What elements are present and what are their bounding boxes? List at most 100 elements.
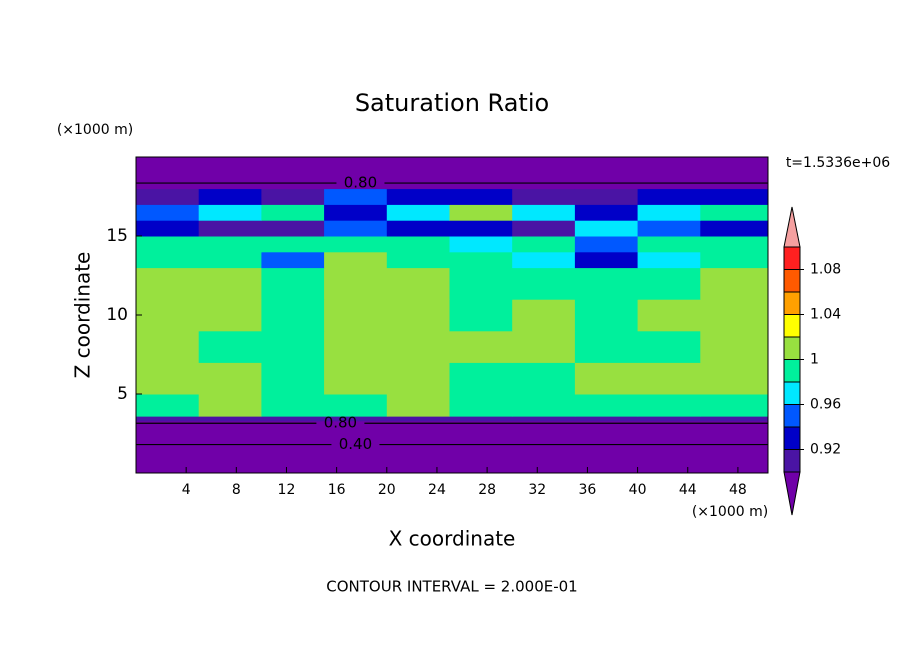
field-cell: [574, 416, 639, 422]
contour-label: 0.80: [344, 174, 377, 192]
field-cell: [386, 188, 450, 205]
field-cell: [700, 204, 769, 221]
colorbar-box: [783, 359, 801, 383]
field-cell: [700, 267, 769, 300]
field-cell: [261, 236, 325, 253]
field-cell: [637, 204, 701, 221]
colorbar-box: [783, 404, 801, 428]
field-cell: [512, 267, 576, 300]
colorbar-box: [783, 426, 801, 450]
field-cell: [700, 362, 769, 395]
field-cell: [136, 188, 200, 205]
field-cell: [574, 220, 639, 237]
field-cell: [324, 267, 388, 300]
field-cell: [574, 267, 639, 300]
field-cell: [198, 157, 262, 190]
colorbar-tick-label: 1.08: [810, 262, 841, 278]
field-cell: [574, 420, 639, 474]
field-cell: [449, 251, 513, 269]
field-cell: [449, 416, 513, 422]
field-cell: [574, 251, 639, 269]
field-cell: [449, 362, 513, 395]
field-cell: [136, 157, 200, 190]
field-cell: [324, 188, 388, 205]
field-cell: [700, 236, 769, 253]
field-cell: [574, 204, 639, 221]
field-cell: [386, 362, 450, 395]
field-cell: [198, 299, 262, 332]
field-cell: [198, 220, 262, 237]
field-cell: [574, 330, 639, 363]
field-cell: [700, 299, 769, 332]
x-tick-label: 24: [428, 482, 446, 498]
field-cell: [324, 416, 388, 422]
field-cell: [324, 251, 388, 269]
field-cell: [136, 236, 200, 253]
field-cell: [637, 157, 701, 190]
field-cell: [700, 330, 769, 363]
footer-note: CONTOUR INTERVAL = 2.000E-01: [326, 578, 577, 596]
field-cell: [700, 251, 769, 269]
field-cell: [637, 330, 701, 363]
field-cell: [261, 204, 325, 221]
field-cell: [637, 188, 701, 205]
field-cell: [136, 362, 200, 395]
field-cell: [700, 416, 769, 422]
field-cell: [386, 204, 450, 221]
field-cell: [512, 362, 576, 395]
field-cell: [449, 420, 513, 474]
colorbar-over: [783, 206, 801, 248]
field-cell: [198, 204, 262, 221]
field-cell: [637, 394, 701, 417]
field-cell: [198, 394, 262, 417]
colorbar-box: [783, 336, 801, 360]
field-cell: [512, 394, 576, 417]
colorbar-tick-label: 0.96: [810, 397, 841, 413]
field-cell: [386, 251, 450, 269]
field-cell: [198, 251, 262, 269]
colorbar-tick-label: 0.92: [810, 442, 841, 458]
field-cell: [261, 362, 325, 395]
field-cell: [136, 330, 200, 363]
field-cell: [136, 299, 200, 332]
x-axis-label: X coordinate: [389, 527, 516, 551]
field-cell: [574, 362, 639, 395]
field-cell: [198, 267, 262, 300]
field-cell: [261, 416, 325, 422]
x-tick-label: 16: [328, 482, 346, 498]
contour-label: 0.40: [339, 435, 372, 453]
field-cell: [449, 204, 513, 221]
field-cell: [324, 394, 388, 417]
field-cell: [700, 157, 769, 190]
field-cell: [512, 330, 576, 363]
y-tick-label: 10: [106, 305, 128, 325]
x-unit: (×1000 m): [692, 504, 768, 520]
x-tick-label: 32: [528, 482, 546, 498]
field-cell: [386, 394, 450, 417]
y-axis-label: Z coordinate: [71, 252, 95, 379]
field-cell: [574, 299, 639, 332]
field-cell: [324, 330, 388, 363]
colorbar-tick-label: 1.04: [810, 307, 841, 323]
x-tick-label: 8: [232, 482, 241, 498]
field-cell: [198, 416, 262, 422]
field-cell: [261, 188, 325, 205]
colorbar-box: [783, 291, 801, 315]
field-cell: [512, 220, 576, 237]
x-tick-label: 12: [278, 482, 296, 498]
field-cell: [261, 394, 325, 417]
field-cell: [637, 267, 701, 300]
colorbar-tick-label: 1: [810, 352, 819, 368]
x-tick-label: 4: [182, 482, 191, 498]
x-tick-label: 20: [378, 482, 396, 498]
field-cell: [136, 204, 200, 221]
x-tick-label: 36: [579, 482, 597, 498]
field-cell: [449, 267, 513, 300]
y-tick-label: 15: [106, 226, 128, 246]
field-cell: [574, 188, 639, 205]
field-cell: [198, 330, 262, 363]
field-cell: [449, 188, 513, 205]
field-cell: [512, 204, 576, 221]
